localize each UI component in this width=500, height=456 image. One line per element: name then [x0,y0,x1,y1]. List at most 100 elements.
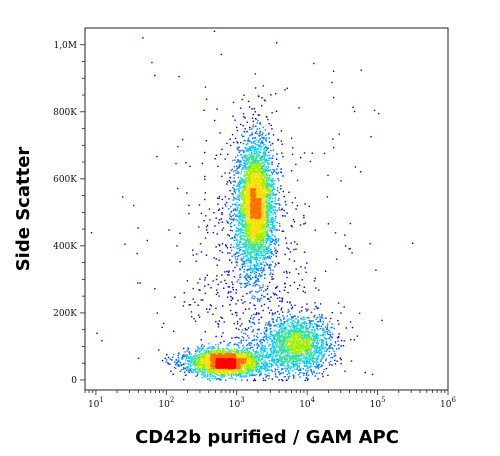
data-point [228,291,230,293]
data-point [271,142,274,145]
data-point [280,359,282,361]
data-point [309,351,311,354]
data-point [252,250,255,252]
data-point [239,160,242,162]
data-point [262,269,264,271]
data-point [333,350,335,352]
data-point [194,359,196,361]
data-point [264,373,266,376]
data-point [314,353,316,355]
data-point [377,112,380,115]
data-point [278,371,280,374]
data-point [278,335,281,338]
data-point [243,371,246,374]
data-point [183,355,185,358]
data-point [282,329,285,332]
data-point [228,286,231,288]
data-point [327,374,329,376]
data-point [247,284,249,287]
data-point [297,316,299,318]
data-point [322,355,324,357]
data-point [238,373,240,375]
data-point [281,349,283,351]
data-point [275,335,277,337]
data-point [247,100,250,103]
data-point [204,369,206,371]
data-point [263,246,265,248]
data-point [265,355,267,357]
data-point [277,340,280,342]
data-point [256,279,259,281]
data-point [263,233,266,235]
data-point [247,149,250,152]
data-point [275,287,277,289]
data-point [225,282,227,285]
data-point [285,350,287,353]
data-point [302,322,304,324]
data-point [246,282,248,284]
data-point [209,219,211,221]
data-point [226,296,229,298]
data-point [243,271,245,273]
data-point [275,252,277,254]
data-point [285,242,288,244]
data-point [204,151,206,154]
data-point [221,374,223,377]
data-point [250,246,252,249]
data-point [247,162,249,164]
data-point [256,280,258,282]
data-point [223,374,226,376]
data-point [208,346,211,348]
data-point [240,249,242,251]
data-point [244,247,247,249]
data-point [331,81,333,84]
data-point [260,362,263,364]
data-point [273,224,275,227]
data-point [233,374,235,376]
data-point [271,358,273,360]
data-point [265,366,267,368]
data-point [276,158,278,160]
data-point [243,250,246,252]
data-point [190,358,192,360]
data-point [306,352,308,354]
data-point [258,290,260,292]
data-point [315,318,317,320]
data-point [258,273,260,275]
data-point [298,365,301,367]
data-point [216,373,218,376]
data-point [206,308,208,310]
data-point [217,322,219,325]
data-point [220,377,223,379]
data-point [194,364,196,367]
data-point [291,355,293,357]
data-point [224,203,226,206]
data-point [268,123,270,125]
data-point [238,195,241,198]
data-point [316,307,318,309]
data-point [303,333,306,335]
data-point [305,374,308,376]
data-point [255,369,257,371]
data-point [204,178,206,180]
data-point [267,159,269,162]
data-point [308,323,310,325]
data-point [288,372,291,375]
data-point [187,363,189,365]
data-point [231,350,233,352]
data-point [260,286,262,289]
data-point [278,356,281,358]
data-point [191,356,193,358]
data-point [267,183,269,185]
data-point [309,322,312,324]
data-point [242,204,244,206]
data-point [328,345,331,347]
data-point [268,176,271,178]
data-point [244,160,246,162]
data-point [221,274,223,276]
data-point [262,261,264,263]
data-point [306,349,308,352]
data-point [313,365,315,368]
data-point [272,273,274,276]
data-point [252,318,254,320]
